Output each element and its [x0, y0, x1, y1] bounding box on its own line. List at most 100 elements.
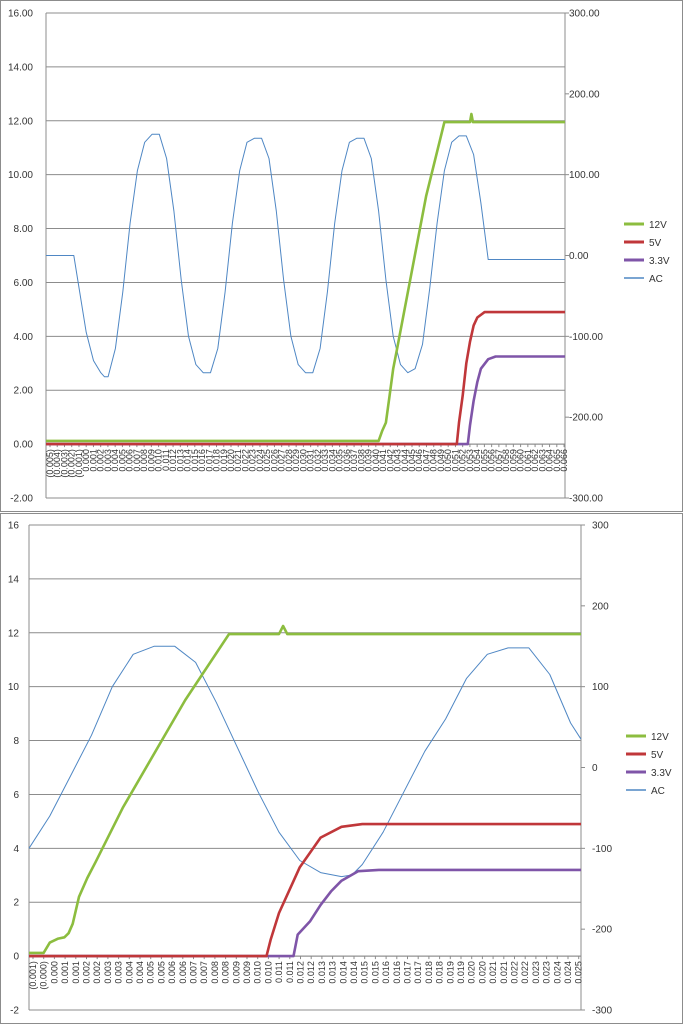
x-tick-label: 0.015 — [370, 961, 380, 984]
x-tick-label: 0.006 — [167, 961, 177, 984]
x-tick-label: 0.061 — [523, 449, 533, 472]
y-left-tick-label: 16 — [8, 521, 20, 532]
y-right-tick-label: 100 — [592, 682, 609, 693]
x-tick-label: 0.013 — [175, 449, 185, 472]
x-tick-label: 0.035 — [335, 449, 345, 472]
legend-label: 5V — [651, 750, 664, 761]
x-tick-label: 0.000 — [81, 449, 91, 472]
y-right-tick-label: -100.00 — [569, 332, 603, 343]
x-tick-label: 0.004 — [110, 449, 120, 472]
x-tick-label: 0.014 — [349, 961, 359, 984]
x-tick-label: 0.017 — [413, 961, 423, 984]
x-tick-label: (0.001) — [28, 961, 38, 990]
x-tick-label: 0.029 — [291, 449, 301, 472]
x-tick-label: 0.004 — [135, 961, 145, 984]
x-tick-label: 0.014 — [338, 961, 348, 984]
x-tick-label: 0.025 — [574, 961, 584, 984]
x-tick-label: 0.064 — [545, 449, 555, 472]
x-tick-label: 0.045 — [407, 449, 417, 472]
y-right-tick-label: -200 — [592, 925, 612, 936]
series-line-ac — [28, 645, 582, 878]
series-line-ac — [46, 133, 565, 378]
y-left-tick-label: 12.00 — [8, 116, 33, 127]
x-tick-label: 0.013 — [328, 961, 338, 984]
x-tick-label: 0.027 — [277, 449, 287, 472]
x-tick-label: 0.026 — [269, 449, 279, 472]
y-right-tick-label: 0 — [592, 763, 598, 774]
y-right-tick-label: 100.00 — [569, 170, 600, 181]
x-tick-label: 0.015 — [360, 961, 370, 984]
x-tick-label: 0.003 — [103, 449, 113, 472]
x-tick-label: 0.017 — [204, 449, 214, 472]
legend-label: AC — [649, 274, 663, 285]
x-tick-label: (0.005) — [45, 449, 55, 478]
y-left-tick-label: 16.00 — [8, 9, 33, 20]
x-tick-label: (0.002) — [67, 449, 77, 478]
x-tick-label: 0.008 — [221, 961, 231, 984]
series-line-5v — [29, 822, 581, 958]
x-tick-label: 0.001 — [88, 449, 98, 472]
x-tick-label: 0.016 — [392, 961, 402, 984]
y-right-tick-label: -100 — [592, 844, 612, 855]
x-tick-label: 0.050 — [443, 449, 453, 472]
x-tick-label: 0.011 — [274, 961, 284, 983]
x-tick-label: 0.010 — [253, 961, 263, 984]
y-left-tick-label: 8 — [13, 736, 19, 747]
x-tick-label: 0.015 — [190, 449, 200, 472]
x-tick-label: 0.016 — [381, 961, 391, 984]
x-tick-label: 0.000 — [49, 961, 59, 984]
x-tick-label: 0.059 — [508, 449, 518, 472]
x-tick-label: 0.008 — [139, 449, 149, 472]
x-tick-label: (0.000) — [39, 961, 49, 990]
x-tick-label: 0.046 — [414, 449, 424, 472]
y-left-tick-label: 4.00 — [14, 332, 34, 343]
y-right-tick-label: 200 — [592, 601, 609, 612]
x-tick-label: 0.038 — [356, 449, 366, 472]
x-tick-label: (0.003) — [59, 449, 69, 478]
x-tick-label: 0.025 — [262, 449, 272, 472]
x-tick-label: 0.024 — [552, 961, 562, 984]
y-left-tick-label: 10.00 — [8, 170, 33, 181]
x-tick-label: 0.009 — [146, 449, 156, 472]
x-tick-label: 0.009 — [242, 961, 252, 984]
x-tick-label: 0.021 — [499, 961, 509, 984]
x-tick-label: 0.016 — [197, 449, 207, 472]
x-tick-label: 0.019 — [219, 449, 229, 472]
series-line-3-3v — [46, 355, 565, 446]
x-tick-label: 0.057 — [494, 449, 504, 472]
x-tick-label: 0.019 — [456, 961, 466, 984]
y-right-tick-label: 300 — [592, 521, 609, 532]
x-tick-label: 0.028 — [284, 449, 294, 472]
x-tick-label: 0.014 — [183, 449, 193, 472]
series-line-3-3v — [29, 868, 581, 958]
x-tick-label: 0.020 — [226, 449, 236, 472]
x-tick-label: 0.053 — [465, 449, 475, 472]
x-tick-label: 0.033 — [320, 449, 330, 472]
x-tick-label: 0.001 — [71, 961, 81, 984]
x-tick-label: 0.030 — [298, 449, 308, 472]
x-tick-label: 0.013 — [317, 961, 327, 984]
x-tick-label: 0.011 — [285, 961, 295, 983]
x-tick-label: 0.007 — [189, 961, 199, 984]
y-left-tick-label: 0 — [13, 952, 19, 963]
x-tick-label: 0.007 — [199, 961, 209, 984]
x-tick-label: 0.054 — [472, 449, 482, 472]
x-tick-label: 0.010 — [154, 449, 164, 472]
x-tick-label: 0.003 — [103, 961, 113, 984]
x-tick-label: 0.008 — [210, 961, 220, 984]
y-left-tick-label: 14 — [8, 574, 20, 585]
x-tick-label: 0.022 — [520, 961, 530, 984]
x-tick-label: (0.004) — [52, 449, 62, 478]
x-tick-label: 0.043 — [393, 449, 403, 472]
x-tick-label: 0.004 — [124, 961, 134, 984]
legend-label: AC — [651, 786, 665, 797]
x-tick-label: 0.021 — [233, 449, 243, 472]
x-tick-label: 0.023 — [542, 961, 552, 984]
x-tick-label: 0.041 — [378, 449, 388, 472]
legend-label: 12V — [649, 220, 667, 231]
y-left-tick-label: 10 — [8, 682, 20, 693]
x-tick-label: 0.024 — [255, 449, 265, 472]
x-tick-label: 0.040 — [371, 449, 381, 472]
x-tick-label: 0.055 — [479, 449, 489, 472]
